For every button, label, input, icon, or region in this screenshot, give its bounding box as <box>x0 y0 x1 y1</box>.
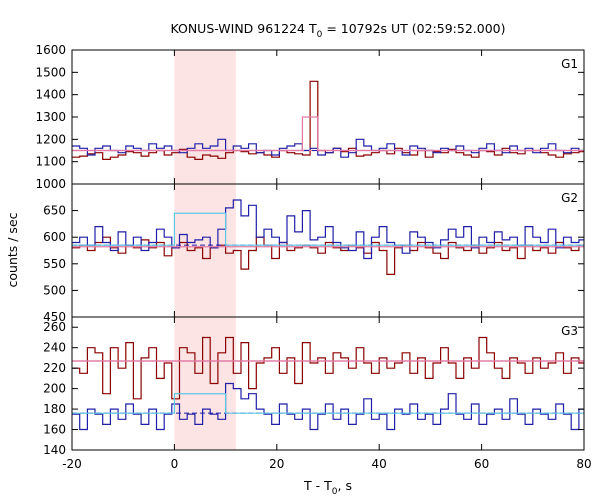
panel-g2: 450 500 550 600 650 G2 <box>43 183 585 324</box>
panel-frame <box>71 49 585 185</box>
series-blue-g3 <box>72 382 584 431</box>
y-tick-label: 200 <box>43 382 66 396</box>
y-tick-label: 550 <box>43 257 66 271</box>
chart-title-sub: 0 <box>317 30 323 40</box>
y-tick-label: 1100 <box>35 155 66 169</box>
model-fit-pink-g1 <box>72 116 584 152</box>
y-tick-label: 600 <box>43 230 66 244</box>
y-tick-label: 240 <box>43 341 66 355</box>
panel-g3: 140 160 180 200 220 240 260 G3 <box>43 316 585 457</box>
series-red-g1 <box>72 80 584 160</box>
x-tick-label: 20 <box>269 457 284 471</box>
panel-label: G3 <box>561 324 578 338</box>
y-tick-label: 450 <box>43 310 66 324</box>
y-tick-label: 140 <box>43 443 66 457</box>
chart-title-prefix: KONUS-WIND 961224 T <box>170 21 316 36</box>
y-tick-label: 1600 <box>35 43 66 57</box>
panel-frame <box>71 316 585 451</box>
panel-label: G2 <box>561 191 578 205</box>
series-blue-g2 <box>72 199 584 260</box>
y-tick-label: 1000 <box>35 177 66 191</box>
model-fit-cyan-g2 <box>72 212 584 246</box>
x-axis-label-sub: 0 <box>332 487 338 497</box>
y-tick-label: 650 <box>43 204 66 218</box>
x-tick-label: 80 <box>576 457 591 471</box>
x-tick-label: 60 <box>474 457 489 471</box>
x-axis-label-prefix: T - T <box>303 478 332 493</box>
panel-label: G1 <box>561 57 578 71</box>
model-fit-cyan-g3 <box>72 393 584 414</box>
y-tick-label: 1300 <box>35 110 66 124</box>
y-axis-label: counts / sec <box>5 212 20 287</box>
burst-interval-highlight <box>174 50 236 450</box>
y-tick-label: 1200 <box>35 132 66 146</box>
y-tick-label: 260 <box>43 320 66 334</box>
y-tick-label: 500 <box>43 283 66 297</box>
y-tick-label: 1400 <box>35 88 66 102</box>
y-tick-label: 160 <box>43 423 66 437</box>
x-tick-label: 0 <box>171 457 179 471</box>
chart-title: KONUS-WIND 961224 T0 = 10792s UT (02:59:… <box>170 21 505 40</box>
y-tick-label: 1500 <box>35 65 66 79</box>
x-tick-label: -20 <box>62 457 82 471</box>
y-tick-label: 180 <box>43 402 66 416</box>
panel-g1: 1000 1100 1200 1300 1400 1500 1600 G1 <box>35 43 585 191</box>
x-axis-label-suffix: , s <box>338 478 352 493</box>
x-axis-label: T - T0, s <box>303 478 352 497</box>
x-tick-label: 40 <box>372 457 387 471</box>
series-blue-g1 <box>72 138 584 158</box>
y-tick-label: 220 <box>43 361 66 375</box>
chart-title-suffix: = 10792s UT (02:59:52.000) <box>322 21 505 36</box>
series-red-g3 <box>72 336 584 400</box>
